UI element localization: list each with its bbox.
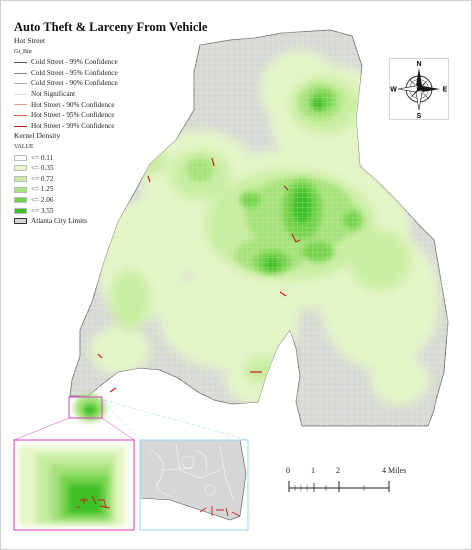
legend-box-swatch xyxy=(14,197,27,204)
legend-line-swatch xyxy=(14,83,27,85)
legend-kernel-header: Kernel Density xyxy=(14,131,61,141)
legend-box-swatch xyxy=(14,207,27,214)
legend-kernel-items: <= 0.11 <= 0.35 <= 0.72 <= 1.25 <= 2.06 … xyxy=(14,153,118,217)
legend: Hot Street Gi_Bin Cold Street - 99% Conf… xyxy=(14,36,118,227)
legend-gi-bin-label: Gi_Bin xyxy=(14,48,32,55)
legend-value-label: VALUE xyxy=(14,143,34,150)
legend-hot-street-header: Hot Street xyxy=(14,36,46,45)
inset-right xyxy=(139,439,249,531)
legend-item: Hot Street - 95% Confidence xyxy=(14,110,118,121)
legend-item-label: Not Significant xyxy=(31,89,76,98)
legend-item-label: <= 0.11 xyxy=(31,153,54,162)
legend-line-swatch xyxy=(14,114,27,116)
legend-item-label: <= 3.55 xyxy=(31,206,54,215)
legend-gi-bin-items: Cold Street - 99% Confidence Cold Street… xyxy=(14,57,118,131)
legend-item-label: Atlanta City Limits xyxy=(31,217,87,226)
legend-item: Cold Street - 99% Confidence xyxy=(14,57,118,68)
legend-line-swatch xyxy=(14,72,27,74)
legend-item-label: <= 2.06 xyxy=(31,195,54,204)
inset-source xyxy=(68,394,106,422)
legend-item: Not Significant xyxy=(14,89,118,100)
scale-label-4: 4 Miles xyxy=(382,466,407,475)
legend-item-label: Hot Street - 90% Confidence xyxy=(31,100,115,109)
map-title: Auto Theft & Larceny From Vehicle xyxy=(14,20,208,34)
legend-item: <= 3.55 xyxy=(14,206,118,217)
legend-line-swatch xyxy=(14,61,27,63)
scale-label-2: 2 xyxy=(336,466,340,475)
scale-bar: 0 1 2 4 Miles xyxy=(284,466,414,496)
legend-line-swatch xyxy=(14,104,27,106)
hot-streets xyxy=(97,157,301,393)
legend-box-swatch xyxy=(14,154,27,161)
compass-s-label: S xyxy=(417,113,422,120)
legend-item-label: Cold Street - 95% Confidence xyxy=(31,68,118,77)
inset-left xyxy=(13,439,135,531)
legend-item: Hot Street - 99% Confidence xyxy=(14,121,118,132)
legend-line-swatch xyxy=(14,125,27,127)
legend-item-city-limits: Atlanta City Limits xyxy=(14,216,118,227)
scale-label-0: 0 xyxy=(286,466,290,475)
inset-connectors xyxy=(13,399,249,441)
legend-item: Cold Street - 90% Confidence xyxy=(14,78,118,89)
legend-item: <= 0.35 xyxy=(14,163,118,174)
legend-item: <= 2.06 xyxy=(14,195,118,206)
legend-box-swatch xyxy=(14,176,27,183)
legend-item-label: <= 1.25 xyxy=(31,185,54,194)
legend-item: <= 1.25 xyxy=(14,184,118,195)
compass-w-label: W xyxy=(390,87,397,94)
legend-item: Hot Street - 90% Confidence xyxy=(14,100,118,111)
legend-item-label: <= 0.35 xyxy=(31,164,54,173)
legend-item: Cold Street - 95% Confidence xyxy=(14,68,118,79)
compass-e-label: E xyxy=(443,87,448,94)
legend-item: <= 0.11 xyxy=(14,153,118,164)
compass-rose-icon: N S E W xyxy=(389,58,449,120)
compass-n-label: N xyxy=(416,61,421,68)
legend-city-limits-swatch xyxy=(14,218,27,225)
legend-box-swatch xyxy=(14,186,27,193)
legend-item-label: <= 0.72 xyxy=(31,174,54,183)
legend-item-label: Cold Street - 90% Confidence xyxy=(31,79,118,88)
legend-item-label: Hot Street - 99% Confidence xyxy=(31,121,115,130)
legend-box-swatch xyxy=(14,165,27,172)
legend-item-label: Cold Street - 99% Confidence xyxy=(31,58,118,67)
legend-item: <= 0.72 xyxy=(14,174,118,185)
legend-line-swatch xyxy=(14,93,27,95)
scale-label-1: 1 xyxy=(311,466,315,475)
scale-bar-graphic xyxy=(288,481,390,492)
legend-item-label: Hot Street - 95% Confidence xyxy=(31,111,115,120)
